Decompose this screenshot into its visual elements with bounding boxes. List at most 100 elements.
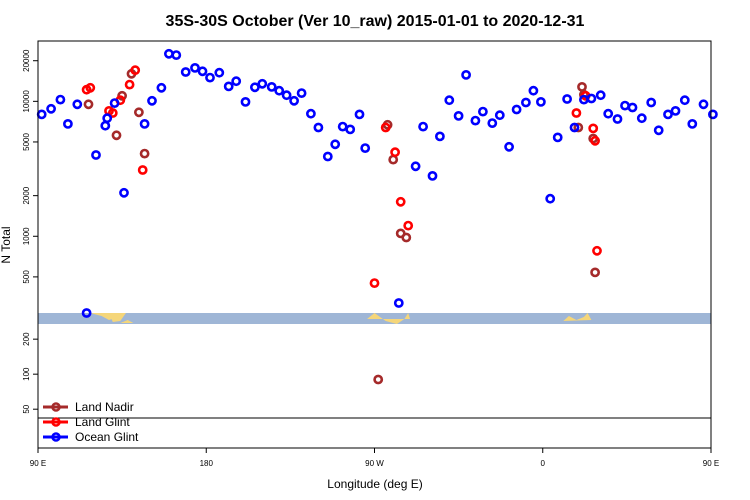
y-tick-label: 5000 (22, 133, 31, 151)
point-ocean-glint (322, 151, 333, 162)
point-ocean-glint (434, 131, 445, 142)
point-land-glint (592, 245, 602, 256)
point-ocean-glint (410, 161, 421, 172)
point-ocean-glint (708, 109, 718, 120)
point-ocean-glint (545, 193, 556, 204)
land-mass (563, 313, 592, 321)
x-tick-label: 90 E (703, 459, 719, 468)
point-ocean-glint (444, 95, 455, 106)
point-ocean-glint (552, 132, 563, 143)
point-ocean-glint (627, 102, 638, 113)
point-land-glint (588, 123, 599, 134)
legend: Land Nadir Land Glint Ocean Glint (43, 400, 139, 444)
point-land-glint (590, 135, 600, 146)
point-ocean-glint (511, 104, 522, 115)
y-tick-label: 50 (22, 404, 31, 413)
point-ocean-glint (156, 82, 167, 93)
point-ocean-glint (180, 67, 191, 77)
y-tick-label: 2000 (22, 186, 31, 204)
y-tick-label: 200 (22, 332, 31, 346)
point-ocean-glint (109, 98, 120, 108)
point-ocean-glint (698, 99, 709, 110)
point-ocean-glint (536, 97, 546, 107)
point-ocean-glint (354, 109, 365, 120)
point-ocean-glint (494, 110, 505, 121)
point-land-glint (390, 147, 400, 158)
point-ocean-glint (636, 113, 647, 124)
point-ocean-glint (646, 97, 657, 108)
point-ocean-glint (36, 109, 47, 120)
point-ocean-glint (190, 63, 200, 73)
point-land-nadir (139, 148, 150, 159)
point-ocean-glint (337, 121, 348, 132)
point-ocean-glint (223, 81, 234, 92)
legend-label-land-glint: Land Glint (75, 415, 130, 429)
point-land-nadir (401, 232, 412, 243)
point-ocean-glint (257, 78, 268, 89)
legend-item-land-nadir: Land Nadir (43, 400, 134, 414)
point-ocean-glint (296, 88, 307, 98)
point-ocean-glint (521, 97, 531, 108)
x-axis-label: Longitude (deg E) (327, 477, 422, 491)
point-ocean-glint (569, 122, 580, 133)
point-ocean-glint (453, 111, 464, 121)
x-tick-label: 0 (541, 459, 546, 468)
point-ocean-glint (205, 72, 215, 83)
legend-label-land-nadir: Land Nadir (75, 400, 134, 414)
land-mass (120, 320, 134, 323)
point-land-glint (130, 65, 141, 76)
point-ocean-glint (562, 94, 572, 104)
point-ocean-glint (281, 90, 292, 101)
point-ocean-glint (139, 119, 150, 129)
point-ocean-glint (266, 82, 277, 92)
point-land-glint (137, 165, 148, 175)
point-land-nadir (590, 267, 600, 278)
y-axis-label: N Total (0, 226, 13, 263)
legend-label-ocean-glint: Ocean Glint (75, 430, 139, 444)
point-ocean-glint (470, 115, 481, 126)
point-ocean-glint (360, 143, 371, 153)
point-ocean-glint (670, 106, 681, 116)
point-land-nadir (573, 122, 584, 133)
x-tick-label: 90 W (365, 459, 384, 468)
point-ocean-glint (504, 141, 514, 152)
data-points (36, 48, 718, 385)
point-ocean-glint (427, 170, 438, 181)
point-land-nadir (373, 374, 384, 385)
point-land-glint (395, 196, 406, 207)
point-land-nadir (388, 154, 399, 165)
point-land-glint (85, 82, 96, 93)
point-ocean-glint (72, 99, 83, 110)
point-ocean-glint (63, 119, 73, 129)
y-tick-label: 1000 (22, 227, 31, 245)
point-ocean-glint (147, 95, 157, 106)
point-ocean-glint (418, 121, 428, 132)
land-mass (109, 313, 126, 322)
point-ocean-glint (620, 100, 630, 111)
point-land-glint (107, 108, 118, 118)
point-ocean-glint (477, 106, 488, 117)
y-tick-label: 100 (22, 367, 31, 381)
y-tick-label: 20000 (22, 49, 31, 72)
point-ocean-glint (595, 90, 606, 101)
point-ocean-glint (528, 85, 539, 96)
point-ocean-glint (586, 93, 597, 104)
x-tick-label: 90 E (30, 459, 46, 468)
land-mass (367, 313, 410, 324)
point-land-nadir (133, 107, 144, 118)
point-ocean-glint (55, 94, 66, 105)
point-ocean-glint (214, 67, 225, 78)
point-land-nadir (577, 82, 587, 92)
point-land-nadir (83, 99, 94, 110)
point-ocean-glint (663, 109, 673, 120)
point-land-glint (124, 79, 135, 90)
point-ocean-glint (393, 298, 404, 308)
point-ocean-glint (171, 50, 182, 60)
point-ocean-glint (119, 187, 129, 198)
point-ocean-glint (249, 82, 260, 93)
point-ocean-glint (197, 66, 208, 77)
legend-item-land-glint: Land Glint (43, 415, 130, 429)
plot-border (37, 40, 712, 449)
point-ocean-glint (305, 108, 316, 119)
